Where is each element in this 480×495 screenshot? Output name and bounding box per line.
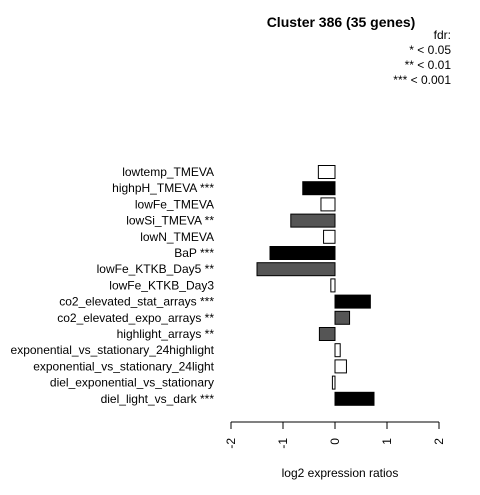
category-label: lowSi_TMEVA ** bbox=[126, 214, 214, 228]
bar bbox=[330, 278, 336, 293]
category-label: BaP *** bbox=[174, 246, 214, 260]
category-label: lowN_TMEVA bbox=[140, 230, 214, 244]
category-label: lowtemp_TMEVA bbox=[122, 165, 214, 179]
category-label: exponential_vs_stationary_24light bbox=[33, 359, 214, 373]
category-label: diel_light_vs_dark *** bbox=[101, 392, 215, 406]
bar bbox=[302, 181, 336, 196]
category-label: exponential_vs_stationary_24highlight bbox=[11, 343, 215, 357]
bar bbox=[323, 229, 336, 244]
category-label: highpH_TMEVA *** bbox=[112, 181, 214, 195]
x-tick-label: -1 bbox=[276, 438, 290, 449]
legend-entry-3: *** < 0.001 bbox=[393, 73, 451, 87]
x-tick-label: -2 bbox=[224, 438, 238, 449]
category-label: diel_exponential_vs_stationary bbox=[50, 376, 214, 390]
x-tick-label: 1 bbox=[380, 438, 394, 445]
category-label: lowFe_KTKB_Day3 bbox=[109, 278, 214, 292]
bar bbox=[269, 246, 336, 260]
category-labels: lowtemp_TMEVA highpH_TMEVA *** lowFe_TMEVA… bbox=[11, 165, 215, 406]
bar bbox=[317, 165, 336, 179]
category-label: co2_elevated_stat_arrays *** bbox=[59, 295, 214, 309]
bar bbox=[331, 375, 336, 390]
bar bbox=[334, 310, 351, 325]
bar bbox=[334, 294, 371, 309]
bar bbox=[334, 359, 347, 374]
category-label: lowFe_KTKB_Day5 ** bbox=[97, 262, 215, 276]
x-axis: -2 -1 0 1 2 bbox=[224, 421, 446, 449]
category-label: lowFe_TMEVA bbox=[135, 197, 214, 211]
bar bbox=[290, 213, 336, 228]
bar bbox=[334, 343, 341, 358]
fdr-legend: fdr: * < 0.05 ** < 0.01 *** < 0.001 bbox=[393, 28, 451, 87]
x-axis-title: log2 expression ratios bbox=[282, 466, 399, 480]
bar bbox=[256, 262, 336, 277]
category-label: co2_elevated_expo_arrays ** bbox=[57, 311, 214, 325]
category-label: highlight_arrays ** bbox=[117, 327, 215, 341]
legend-entry-2: ** < 0.01 bbox=[405, 58, 452, 72]
legend-entry-1: * < 0.05 bbox=[409, 43, 451, 57]
bar bbox=[318, 327, 336, 341]
bars bbox=[256, 165, 375, 406]
chart-title: Cluster 386 (35 genes) bbox=[267, 14, 416, 30]
x-tick-label: 0 bbox=[328, 438, 342, 445]
legend-title: fdr: bbox=[434, 28, 451, 42]
bar bbox=[334, 391, 375, 406]
bar bbox=[320, 197, 336, 212]
x-tick-label: 2 bbox=[432, 438, 446, 445]
